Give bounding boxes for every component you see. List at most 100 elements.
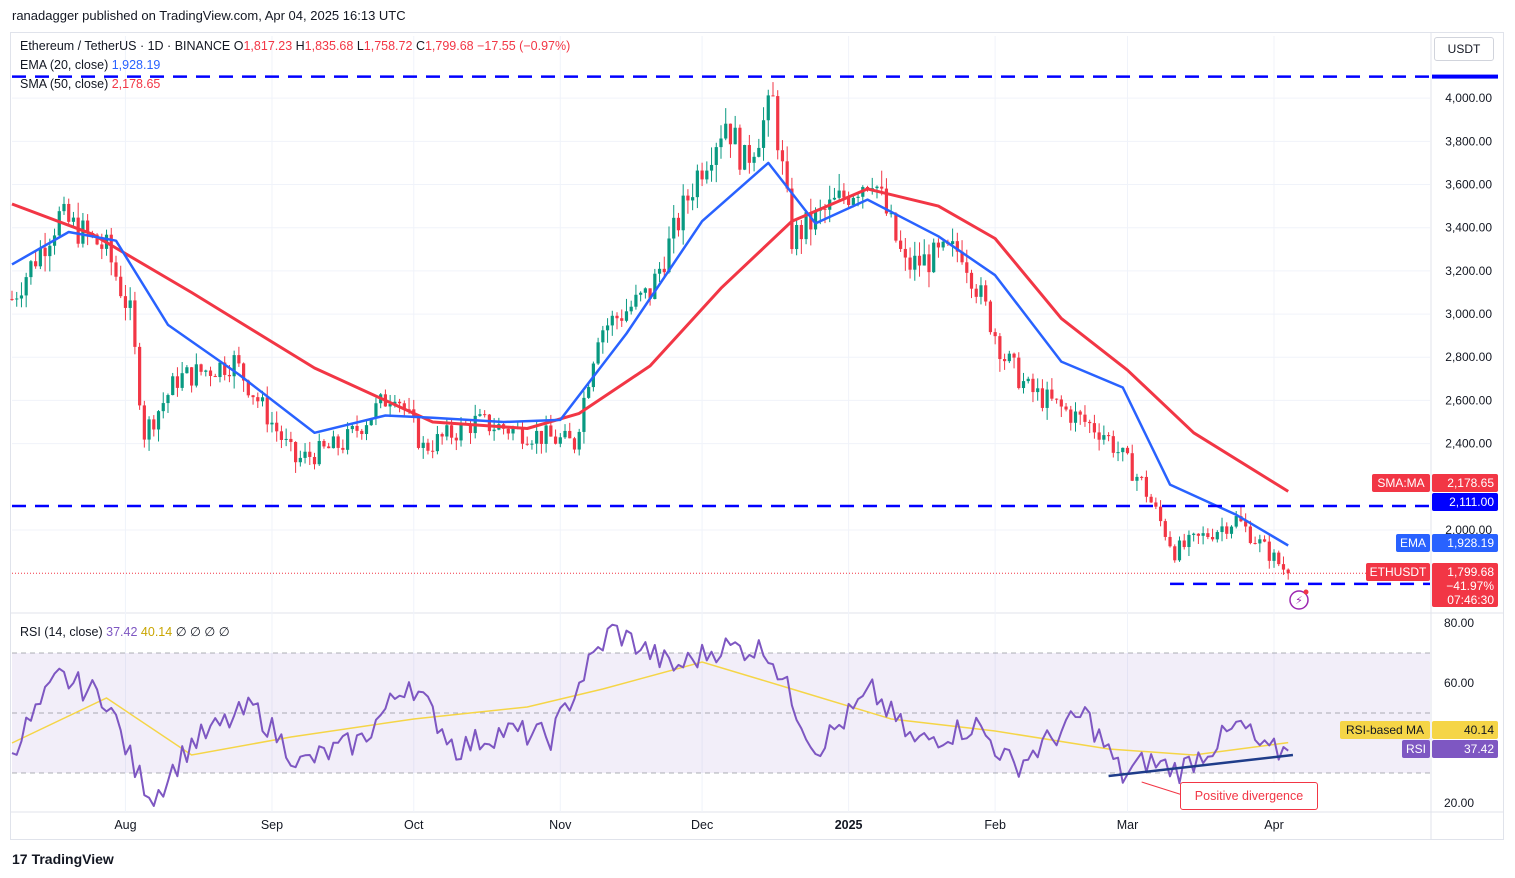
candle-body <box>48 245 52 257</box>
candle-body <box>951 241 955 245</box>
y-tick-label: 3,600.00 <box>1445 178 1492 192</box>
candle-body <box>1262 539 1267 542</box>
candle-body <box>119 276 123 297</box>
candle-body <box>156 411 161 430</box>
candle-body <box>1121 447 1125 453</box>
candle-body <box>993 332 997 337</box>
candle-body <box>979 285 983 297</box>
candle-body <box>416 417 421 448</box>
candle-body <box>1054 398 1059 400</box>
sma-price-tag: SMA:MA 2,178.65 <box>1372 474 1498 492</box>
candle-body <box>960 251 964 263</box>
candle-body <box>648 288 652 299</box>
sma-legend[interactable]: SMA (50, close) 2,178.65 <box>20 77 160 91</box>
candle-body <box>714 147 718 165</box>
candle-body <box>1144 476 1148 497</box>
candle-body <box>506 428 510 434</box>
candle-body <box>336 436 340 448</box>
candle-body <box>251 395 255 398</box>
candle-body <box>468 424 473 434</box>
candle-body <box>804 212 808 240</box>
candle-body <box>1248 526 1252 543</box>
rsi-tag-name: RSI <box>1406 742 1426 756</box>
candle-body <box>232 355 236 377</box>
candle-body <box>1244 521 1248 527</box>
x-tick-label: Apr <box>1264 818 1283 832</box>
rsi-band <box>12 653 1430 773</box>
candle-body <box>1215 532 1219 540</box>
currency-selector[interactable]: USDT <box>1434 37 1494 61</box>
candle-body <box>700 170 704 180</box>
candle-body <box>969 272 974 289</box>
divergence-annotation: Positive divergence <box>1180 782 1318 810</box>
close-label: C <box>415 39 425 53</box>
rsi-ma-line <box>11 661 1289 756</box>
rsi-ma-tag-value: 40.14 <box>1464 723 1494 737</box>
candle-body <box>138 346 142 406</box>
rsi-tick-label: 60.00 <box>1444 676 1474 690</box>
candle-body <box>133 300 137 347</box>
candle-body <box>459 423 463 441</box>
candle-body <box>128 300 132 308</box>
candle-body <box>237 355 241 364</box>
candle-body <box>761 120 766 148</box>
sma-legend-value: 2,178.65 <box>111 77 161 91</box>
candle-body <box>558 437 562 444</box>
candle-body <box>728 123 733 145</box>
candle-body <box>525 443 529 445</box>
candle-body <box>213 375 217 378</box>
candle-body <box>823 208 827 210</box>
publisher-caption: ranadagger published on TradingView.com,… <box>12 8 406 23</box>
candle-body <box>662 268 666 273</box>
candle-body <box>402 403 406 410</box>
candle-body <box>771 95 775 97</box>
candle-body <box>1281 564 1286 570</box>
candle-body <box>1225 526 1229 534</box>
candle-body <box>246 380 250 396</box>
sma-price-tag-name: SMA:MA <box>1377 476 1424 490</box>
rsi-legend[interactable]: RSI (14, close) 37.42 40.14 ∅ ∅ ∅ ∅ <box>20 624 230 639</box>
rsi-tag-value: 37.42 <box>1464 742 1494 756</box>
chart-frame <box>10 32 1504 840</box>
low-label: L <box>356 39 364 53</box>
last-price-tag-name: ETHUSDT <box>1370 565 1427 579</box>
candle-body <box>1187 534 1191 548</box>
candle-body <box>672 217 676 239</box>
candle-body <box>657 268 662 274</box>
candle-body <box>610 315 614 326</box>
symbol-name: Ethereum / TetherUS · 1D · BINANCE <box>20 39 231 53</box>
level-price-tag: 2,111.00 <box>1432 493 1498 511</box>
candle-body <box>1173 546 1177 561</box>
candle-body <box>1267 541 1271 561</box>
candle-body <box>563 430 567 438</box>
rsi-tag: RSI 37.42 <box>1402 740 1498 758</box>
candle-body <box>539 430 543 444</box>
candle-body <box>15 298 19 300</box>
candle-body <box>686 195 690 201</box>
candle-body <box>142 405 146 440</box>
candle-body <box>161 403 165 412</box>
rsi-ma-tag: RSI-based MA 40.14 <box>1340 721 1498 739</box>
candle-body <box>1163 521 1167 537</box>
candle-body <box>1078 411 1082 415</box>
candle-body <box>1073 411 1078 423</box>
candle-body <box>1253 542 1257 544</box>
candle-body <box>331 436 336 449</box>
candle-body <box>1192 533 1196 535</box>
last-price-tag-value-bg <box>1432 563 1498 607</box>
rsi-layer <box>11 623 1294 807</box>
candle-body <box>260 397 265 402</box>
candle-body <box>123 296 128 308</box>
candle-body <box>965 262 969 273</box>
ema-legend[interactable]: EMA (20, close) 1,928.19 <box>20 58 160 72</box>
y-tick-label: 2,000.00 <box>1445 523 1492 537</box>
low-value: 1,758.72 <box>363 39 413 53</box>
x-tick-label: 2025 <box>835 818 863 832</box>
candle-body <box>1088 421 1092 424</box>
candle-body <box>1036 388 1040 393</box>
candle-body <box>1182 540 1186 548</box>
candle-body <box>587 387 591 398</box>
candle-body <box>284 438 288 440</box>
candle-body <box>790 188 794 250</box>
